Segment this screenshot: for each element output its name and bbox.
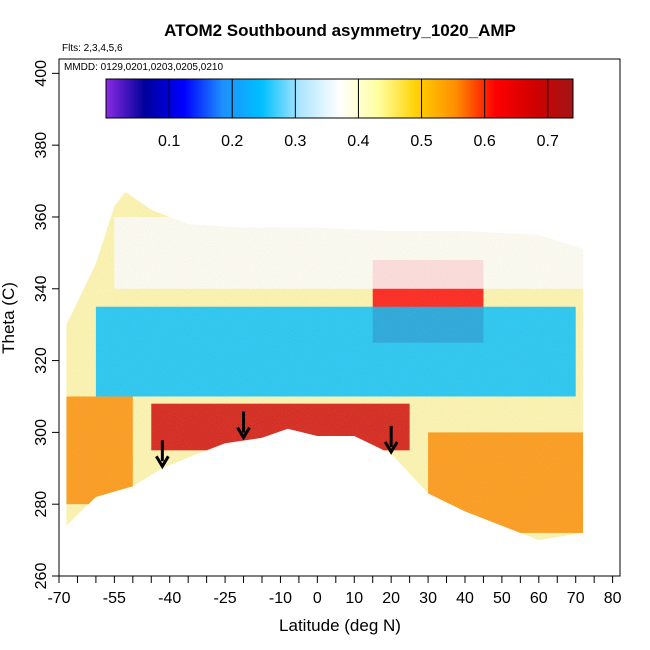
x-axis-label: Latitude (deg N)	[279, 616, 401, 635]
colorbar-label-4: 0.4	[347, 133, 369, 150]
colorbar: 0.1 0.2 0.3 0.4 0.5 0.6 0.7	[105, 78, 574, 150]
plot-frame	[58, 58, 621, 577]
y-tick-label-3: 300	[33, 419, 50, 446]
x-axis: -70 -55 -40 -25 -10 0 10 20 30 40 50 60 70 80	[47, 576, 622, 607]
x-tick-label-7: 10	[345, 590, 363, 607]
colorbar-label-5: 0.5	[410, 133, 432, 150]
x-tick-label-1: -70	[47, 590, 70, 607]
colorbar-ticks: 0.1 0.2 0.3 0.4 0.5 0.6 0.7	[158, 79, 559, 150]
y-axis-label: Theta (C)	[0, 282, 18, 354]
flights-note: Flts: 2,3,4,5,6	[62, 43, 123, 54]
y-tick-label-1: 260	[33, 563, 50, 590]
colorbar-label-2: 0.2	[221, 133, 243, 150]
x-tick-label-4: -25	[214, 590, 237, 607]
arrow-2	[236, 411, 251, 441]
mmdd-note: MMDD: 0129,0201,0203,0205,0210	[64, 62, 223, 73]
x-tick-label-3: -40	[158, 590, 181, 607]
colorbar-label-6: 0.6	[474, 133, 496, 150]
x-tick-label-8: 20	[382, 590, 400, 607]
arrows	[155, 411, 399, 470]
x-tick-label-5: -10	[269, 590, 292, 607]
colorbar-label-7: 0.7	[537, 133, 559, 150]
y-tick-label-7: 380	[33, 132, 50, 159]
x-tick-label-9: 30	[419, 590, 437, 607]
x-tick-label-11: 50	[493, 590, 511, 607]
colorbar-label-3: 0.3	[284, 133, 306, 150]
arrow-3	[383, 425, 399, 455]
y-tick-label-5: 340	[33, 275, 50, 302]
y-tick-label-8: 400	[33, 60, 50, 87]
x-tick-label-10: 40	[456, 590, 474, 607]
y-tick-label-2: 280	[33, 491, 50, 518]
chart-title: ATOM2 Southbound asymmetry_1020_AMP	[164, 21, 516, 40]
y-tick-label-6: 360	[33, 204, 50, 231]
x-tick-label-2: -55	[103, 590, 126, 607]
x-tick-label-12: 60	[530, 590, 548, 607]
x-tick-label-14: 80	[604, 590, 622, 607]
x-tick-label-6: 0	[313, 590, 322, 607]
colorbar-label-1: 0.1	[158, 133, 180, 150]
y-tick-label-4: 320	[33, 347, 50, 374]
y-axis: 260 280 300 320 340 360 380 400	[33, 60, 59, 589]
x-tick-label-13: 70	[567, 590, 585, 607]
arrow-1	[155, 440, 170, 470]
colorbar-gradient	[105, 78, 574, 119]
